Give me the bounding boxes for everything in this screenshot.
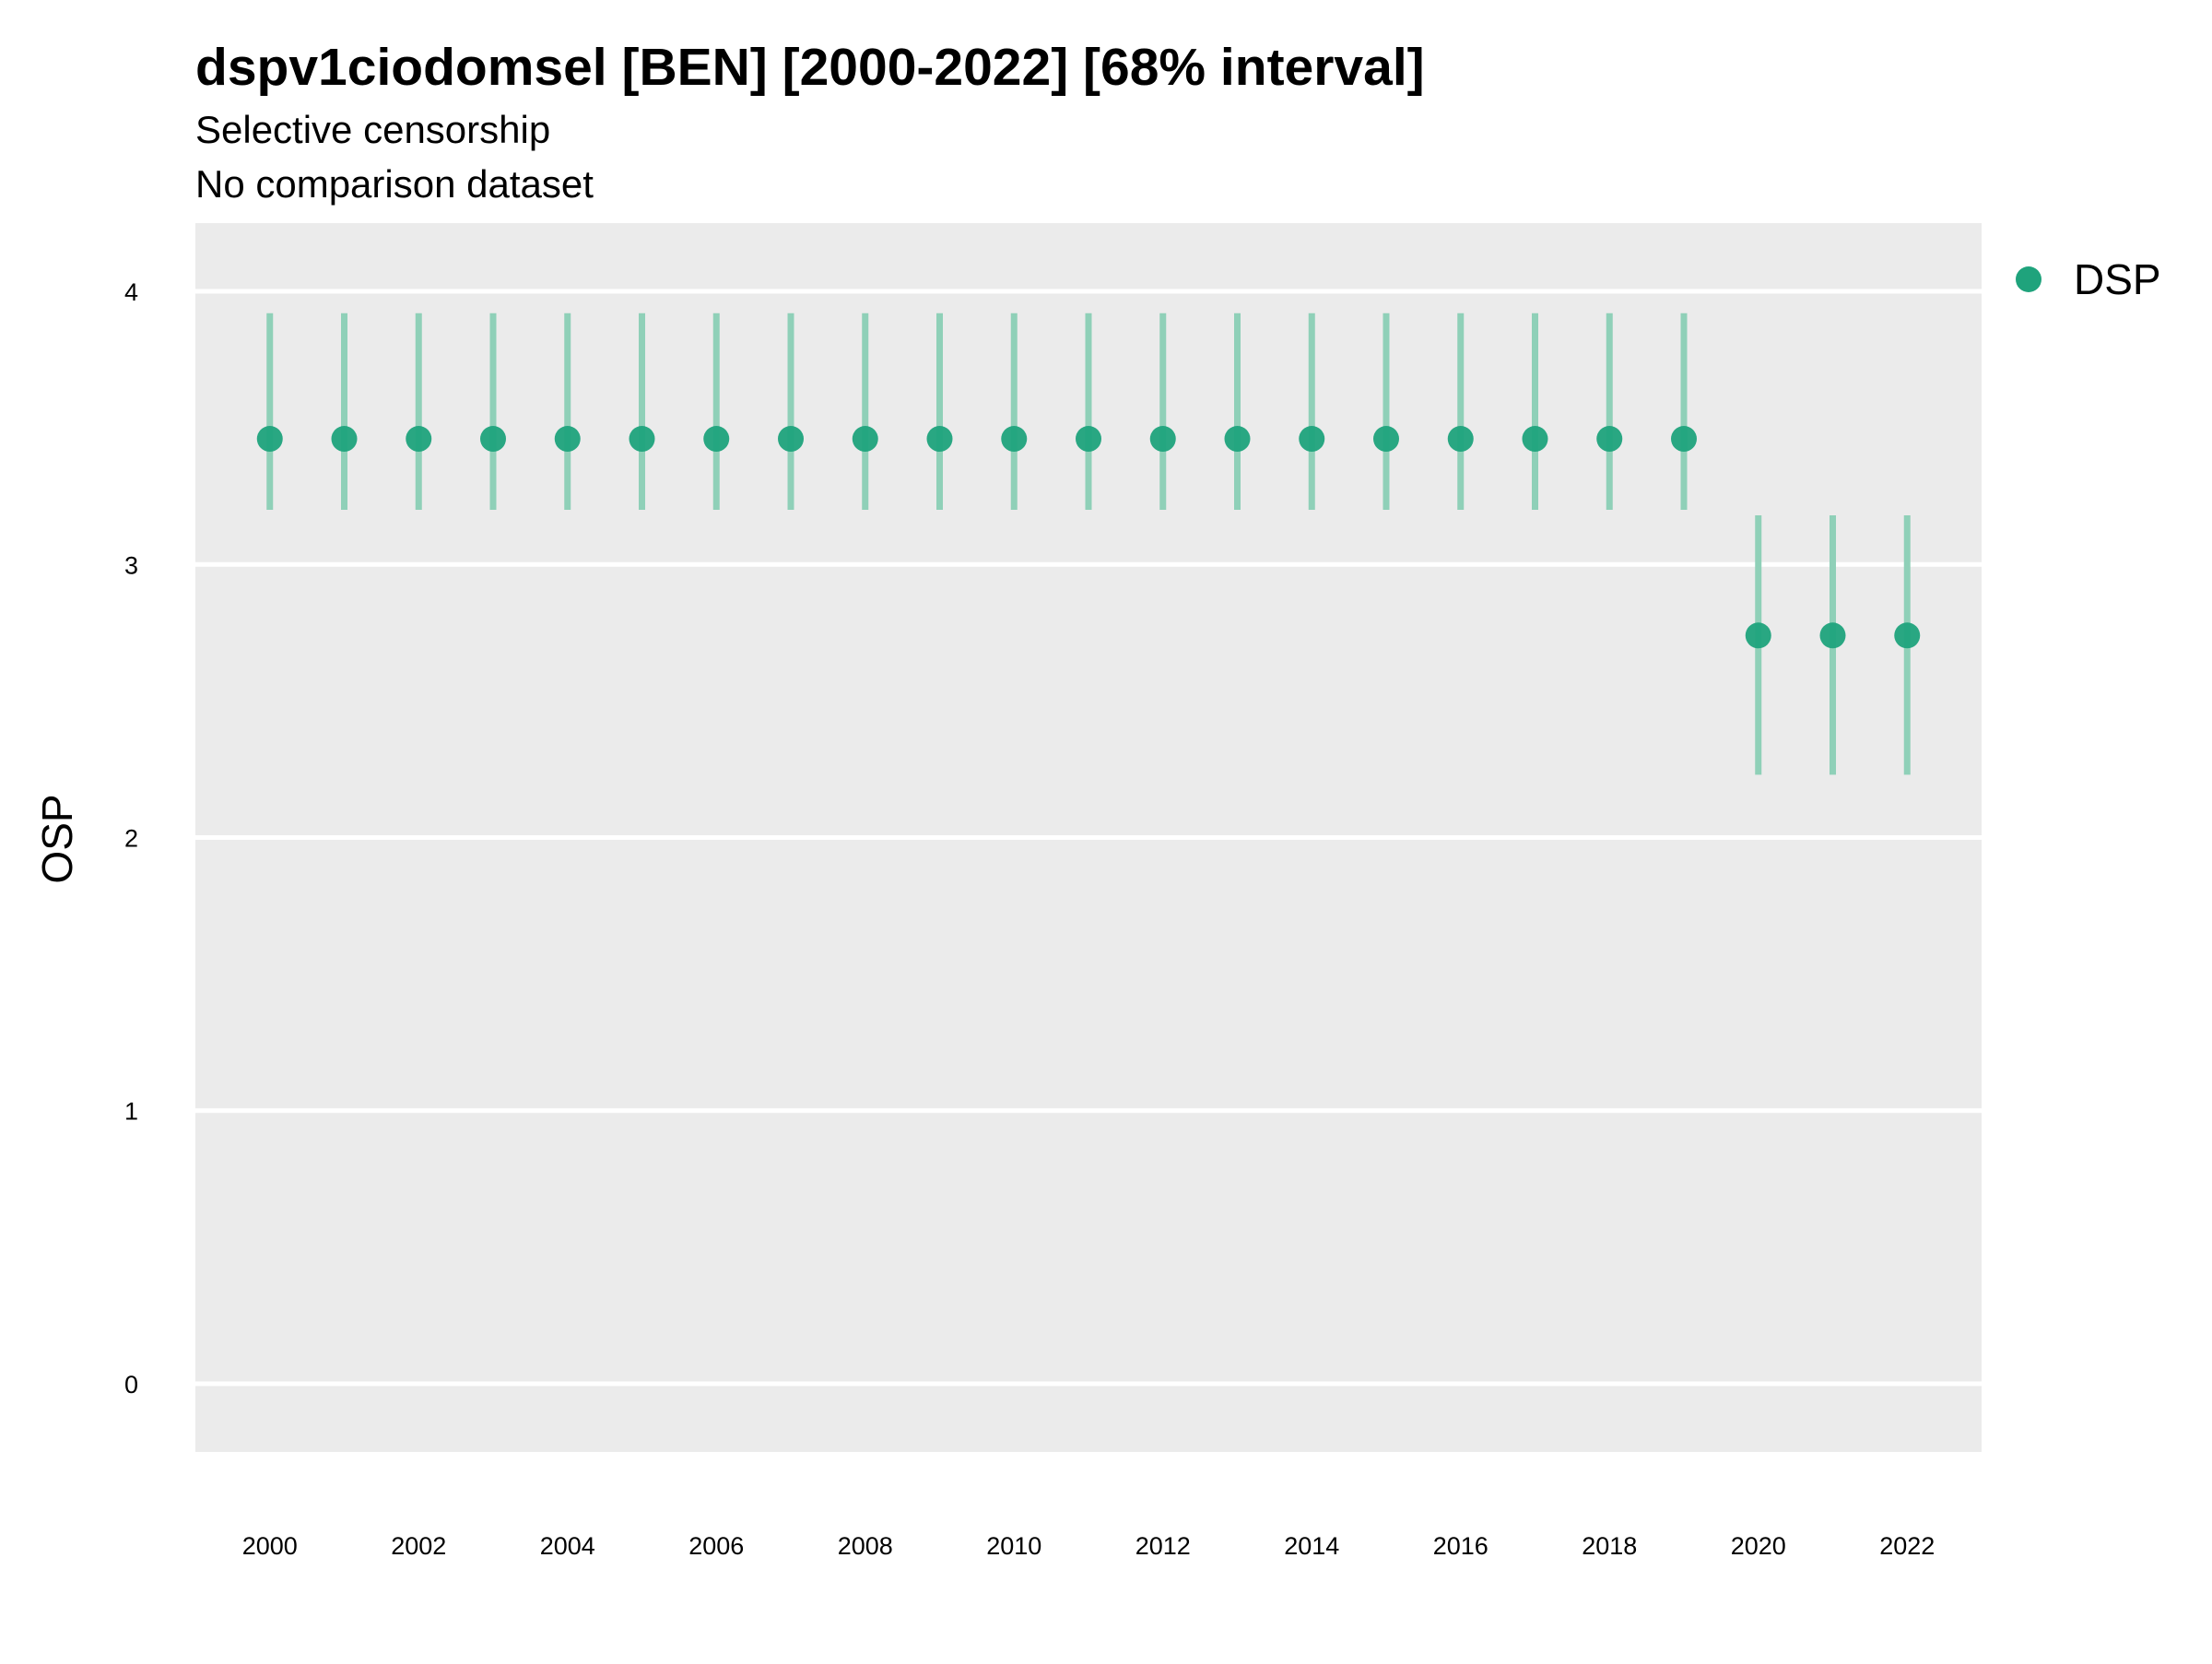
data-point-2010 bbox=[1001, 426, 1028, 453]
chart-title: dspv1ciodomsel [BEN] [2000-2022] [68% in… bbox=[195, 38, 1425, 97]
legend-label-dsp: DSP bbox=[2074, 255, 2161, 303]
data-point-2001 bbox=[331, 426, 358, 453]
x-tick-label: 2014 bbox=[1284, 1532, 1339, 1560]
x-tick-label: 2010 bbox=[986, 1532, 1041, 1560]
x-tick-label: 2004 bbox=[540, 1532, 595, 1560]
y-tick-label: 4 bbox=[124, 278, 138, 306]
data-point-2015 bbox=[1373, 426, 1399, 453]
x-tick-label: 2006 bbox=[688, 1532, 744, 1560]
grid-lines bbox=[195, 289, 1982, 1387]
x-tick-label: 2000 bbox=[242, 1532, 298, 1560]
data-point-2009 bbox=[926, 426, 953, 453]
y-tick-label: 3 bbox=[124, 551, 138, 579]
x-tick-label: 2012 bbox=[1135, 1532, 1191, 1560]
data-point-2017 bbox=[1522, 426, 1548, 453]
data-point-2020 bbox=[1745, 622, 1771, 649]
data-point-2008 bbox=[852, 426, 878, 453]
y-tick-label: 0 bbox=[124, 1371, 138, 1398]
data-point-2022 bbox=[1894, 622, 1921, 649]
x-tick-label: 2008 bbox=[838, 1532, 893, 1560]
legend-swatch-dsp bbox=[2016, 266, 2041, 292]
data-point-2018 bbox=[1596, 426, 1623, 453]
data-point-2004 bbox=[554, 426, 581, 453]
x-axis-ticks: 2000 2002 2004 2006 2008 2010 2012 2014 2016 2018… bbox=[242, 1532, 1936, 1560]
y-tick-label: 1 bbox=[124, 1098, 138, 1126]
x-tick-label: 2016 bbox=[1433, 1532, 1488, 1560]
y-axis-label: OSP bbox=[33, 794, 81, 883]
data-point-2002 bbox=[406, 426, 432, 453]
data-point-2007 bbox=[778, 426, 804, 453]
data-point-2012 bbox=[1149, 426, 1176, 453]
legend: DSP bbox=[2016, 255, 2161, 303]
data-point-2005 bbox=[629, 426, 655, 453]
chart-subtitle: Selective censorship bbox=[195, 108, 550, 151]
data-point-2019 bbox=[1671, 426, 1697, 453]
data-point-2016 bbox=[1447, 426, 1474, 453]
x-tick-label: 2022 bbox=[1879, 1532, 1935, 1560]
chart-caption-line: No comparison dataset bbox=[195, 162, 594, 206]
y-tick-label: 2 bbox=[124, 825, 138, 853]
y-axis-ticks: 0 1 2 3 4 bbox=[124, 278, 138, 1398]
data-point-2003 bbox=[480, 426, 506, 453]
x-tick-label: 2002 bbox=[391, 1532, 446, 1560]
data-point-2006 bbox=[703, 426, 730, 453]
data-point-2021 bbox=[1819, 622, 1846, 649]
data-point-2013 bbox=[1224, 426, 1251, 453]
x-tick-label: 2018 bbox=[1582, 1532, 1637, 1560]
data-point-2000 bbox=[256, 426, 283, 453]
data-point-2014 bbox=[1299, 426, 1325, 453]
x-tick-label: 2020 bbox=[1731, 1532, 1786, 1560]
data-points bbox=[256, 426, 1921, 649]
data-point-2011 bbox=[1076, 426, 1101, 453]
